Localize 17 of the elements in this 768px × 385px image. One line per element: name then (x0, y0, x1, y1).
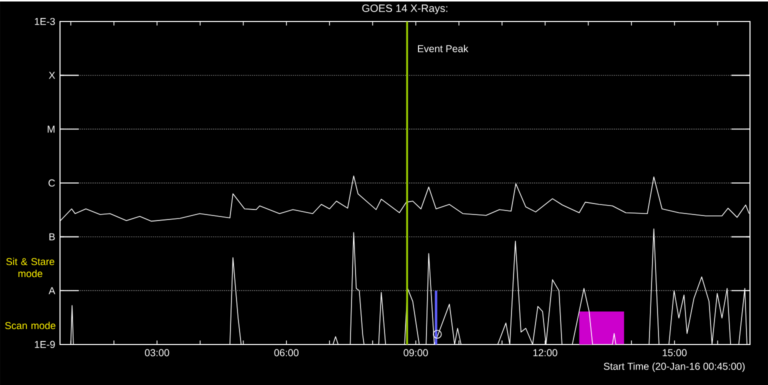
y-tick-label: M (48, 125, 54, 132)
y-tick-label: A (48, 286, 56, 294)
ref-line-label: Event Peak (418, 44, 468, 52)
x-tick-label: 06:00 (274, 348, 299, 356)
y-tick-label: 1E-3 (34, 18, 55, 25)
text: Sit & Stare mode (6, 258, 54, 277)
y-tick-label: B (49, 233, 55, 240)
chart-title: GOES 14 X-Rays: (362, 4, 448, 14)
x-tick-label: 09:00 (404, 348, 428, 356)
y-tick-label: C (48, 179, 55, 186)
x-tick-label: 03:00 (144, 348, 170, 356)
text: Scan mode (5, 322, 56, 329)
x-axis-title: Start Time (20-Jan-16 00:45:00) (604, 362, 745, 372)
y-tick-label: 1E-9 (34, 340, 55, 348)
y-tick-label: X (48, 72, 56, 79)
x-tick-label: 15:00 (662, 348, 687, 356)
x-tick-label: 12:00 (533, 348, 558, 356)
